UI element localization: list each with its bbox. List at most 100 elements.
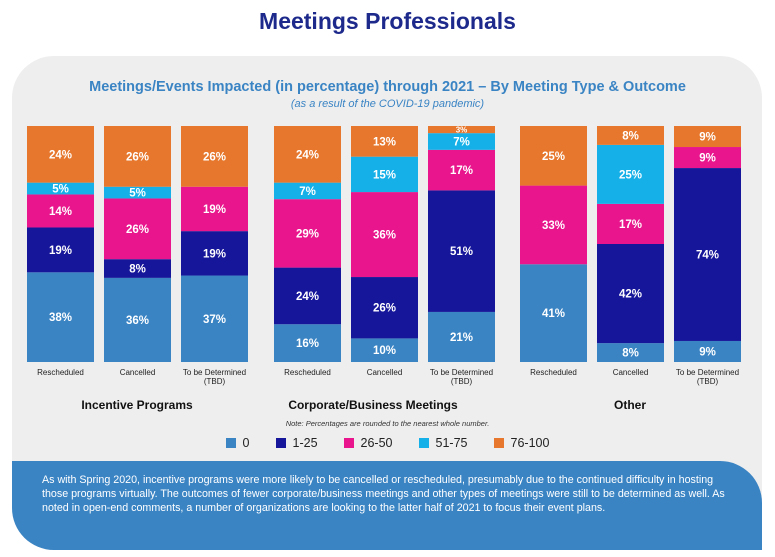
category-label-other-cancelled: Cancelled xyxy=(613,368,649,377)
data-label-corporate-business-meetings-rescheduled-26-50: 29% xyxy=(296,228,319,240)
bar-segment-corporate-business-meetings-cancelled-51-75 xyxy=(351,156,418,193)
bar-segment-incentive-programs-to-be-determined-tbd-26-50 xyxy=(181,186,248,232)
data-label-other-to-be-determined-tbd-1-25: 74% xyxy=(696,250,719,262)
bar-segment-corporate-business-meetings-rescheduled-51-75 xyxy=(274,182,341,200)
bar-segment-other-cancelled-76-100 xyxy=(597,126,664,145)
data-label-incentive-programs-to-be-determined-tbd-76-100: 26% xyxy=(203,151,226,163)
legend-swatch-0 xyxy=(225,438,236,448)
bar-segment-incentive-programs-cancelled-51-75 xyxy=(104,186,171,199)
legend-label-1-25: 1-25 xyxy=(292,436,318,450)
chart-title: Meetings/Events Impacted (in percentage)… xyxy=(89,79,686,95)
data-label-incentive-programs-cancelled-76-100: 26% xyxy=(126,151,149,163)
legend-item-26-50: 26-50 xyxy=(343,436,393,450)
bar-segment-incentive-programs-rescheduled-0 xyxy=(27,272,94,362)
data-label-incentive-programs-rescheduled-26-50: 14% xyxy=(49,206,72,218)
bar-segment-other-rescheduled-0 xyxy=(520,264,587,362)
data-label-incentive-programs-cancelled-26-50: 26% xyxy=(126,224,149,236)
legend-item-0: 0 xyxy=(225,436,250,450)
rounding-note: Note: Percentages are rounded to the nea… xyxy=(285,419,490,428)
bar-segment-corporate-business-meetings-to-be-determined-tbd-1-25 xyxy=(428,190,495,312)
summary-footer: As with Spring 2020, incentive programs … xyxy=(12,461,762,550)
data-label-incentive-programs-rescheduled-51-75: 5% xyxy=(52,184,69,196)
data-label-other-cancelled-26-50: 17% xyxy=(619,219,642,231)
bar-segment-corporate-business-meetings-to-be-determined-tbd-76-100 xyxy=(428,126,495,134)
bar-segment-other-rescheduled-26-50 xyxy=(520,185,587,265)
data-label-incentive-programs-rescheduled-1-25: 19% xyxy=(49,245,72,257)
bar-segment-incentive-programs-to-be-determined-tbd-0 xyxy=(181,275,248,362)
data-label-other-to-be-determined-tbd-26-50: 9% xyxy=(699,153,716,165)
legend-swatch-76-100 xyxy=(493,438,504,448)
category-label-incentive-programs-rescheduled: Rescheduled xyxy=(37,368,84,377)
legend-label-26-50: 26-50 xyxy=(360,436,393,450)
bar-segment-corporate-business-meetings-rescheduled-1-25 xyxy=(274,267,341,325)
data-label-other-to-be-determined-tbd-0: 9% xyxy=(699,346,716,358)
category-label-other-rescheduled: Rescheduled xyxy=(530,368,577,377)
bar-segment-corporate-business-meetings-rescheduled-76-100 xyxy=(274,126,341,183)
legend-swatch-26-50 xyxy=(343,438,354,448)
data-label-corporate-business-meetings-to-be-determined-tbd-0: 21% xyxy=(450,332,473,344)
data-label-other-rescheduled-26-50: 33% xyxy=(542,220,565,232)
bar-segment-incentive-programs-rescheduled-1-25 xyxy=(27,227,94,273)
data-label-corporate-business-meetings-to-be-determined-tbd-51-75: 7% xyxy=(453,136,470,148)
data-label-corporate-business-meetings-cancelled-51-75: 15% xyxy=(373,169,396,181)
legend-item-51-75: 51-75 xyxy=(418,436,468,450)
data-label-corporate-business-meetings-cancelled-76-100: 13% xyxy=(373,136,396,148)
data-label-corporate-business-meetings-rescheduled-1-25: 24% xyxy=(296,291,319,303)
bar-segment-other-to-be-determined-tbd-1-25 xyxy=(674,168,741,341)
bar-segment-incentive-programs-cancelled-0 xyxy=(104,277,171,362)
bar-segment-corporate-business-meetings-cancelled-26-50 xyxy=(351,192,418,278)
bar-segment-other-cancelled-0 xyxy=(597,343,664,362)
data-label-corporate-business-meetings-cancelled-26-50: 36% xyxy=(373,230,396,242)
data-label-incentive-programs-cancelled-0: 36% xyxy=(126,315,149,327)
category-label-other-to-be-determined-tbd: To be Determined (TBD) xyxy=(676,368,739,386)
bar-segment-other-cancelled-26-50 xyxy=(597,203,664,244)
data-label-incentive-programs-rescheduled-0: 38% xyxy=(49,312,72,324)
legend-label-0: 0 xyxy=(242,436,250,450)
bar-segment-other-cancelled-1-25 xyxy=(597,244,664,344)
chart-subtitle: (as a result of the COVID-19 pandemic) xyxy=(290,98,485,110)
bar-segment-incentive-programs-cancelled-1-25 xyxy=(104,259,171,278)
data-label-incentive-programs-to-be-determined-tbd-1-25: 19% xyxy=(203,248,226,260)
legend-label-76-100: 76-100 xyxy=(510,436,550,450)
bar-segment-corporate-business-meetings-cancelled-76-100 xyxy=(351,126,418,157)
legend-swatch-1-25 xyxy=(275,438,286,448)
legend-item-1-25: 1-25 xyxy=(275,436,318,450)
bar-segment-other-to-be-determined-tbd-0 xyxy=(674,340,741,362)
bar-segment-incentive-programs-rescheduled-26-50 xyxy=(27,194,94,228)
category-label-corporate-business-meetings-cancelled: Cancelled xyxy=(367,368,403,377)
bar-segment-corporate-business-meetings-cancelled-1-25 xyxy=(351,277,418,339)
bar-segment-incentive-programs-rescheduled-76-100 xyxy=(27,126,94,183)
data-label-incentive-programs-to-be-determined-tbd-0: 37% xyxy=(203,314,226,326)
data-label-other-cancelled-51-75: 25% xyxy=(619,169,642,181)
bar-segment-corporate-business-meetings-to-be-determined-tbd-26-50 xyxy=(428,149,495,191)
legend-label-51-75: 51-75 xyxy=(435,436,468,450)
bar-segment-incentive-programs-rescheduled-51-75 xyxy=(27,182,94,195)
bar-segment-corporate-business-meetings-rescheduled-0 xyxy=(274,324,341,362)
category-label-incentive-programs-to-be-determined-tbd: To be Determined (TBD) xyxy=(183,368,246,386)
data-label-corporate-business-meetings-rescheduled-76-100: 24% xyxy=(296,149,319,161)
legend: 0 1-25 26-50 51-75 76-100 xyxy=(0,436,775,450)
bar-segment-corporate-business-meetings-cancelled-0 xyxy=(351,338,418,362)
group-label-other: Other xyxy=(613,398,646,412)
data-label-corporate-business-meetings-cancelled-0: 10% xyxy=(373,345,396,357)
data-label-corporate-business-meetings-rescheduled-0: 16% xyxy=(296,338,319,350)
legend-item-76-100: 76-100 xyxy=(493,436,550,450)
bar-segment-incentive-programs-cancelled-26-50 xyxy=(104,198,171,260)
group-label-corporate: Corporate/Business Meetings xyxy=(288,398,458,412)
stacked-bar-chart: 38% 19% 14% 5% 24% Rescheduled 36% 8% 26% 5% 26% Ca… xyxy=(27,126,741,386)
category-label-corporate-business-meetings-to-be-determined-tbd: To be Determined (TBD) xyxy=(430,368,493,386)
data-label-other-rescheduled-76-100: 25% xyxy=(542,151,565,163)
bar-segment-corporate-business-meetings-to-be-determined-tbd-51-75 xyxy=(428,133,495,150)
data-label-incentive-programs-rescheduled-76-100: 24% xyxy=(49,149,72,161)
data-label-corporate-business-meetings-to-be-determined-tbd-26-50: 17% xyxy=(450,165,473,177)
bar-segment-corporate-business-meetings-rescheduled-26-50 xyxy=(274,199,341,268)
group-label-incentive: Incentive Programs xyxy=(81,398,193,412)
category-label-incentive-programs-cancelled: Cancelled xyxy=(120,368,156,377)
data-label-incentive-programs-to-be-determined-tbd-26-50: 19% xyxy=(203,204,226,216)
data-label-other-rescheduled-0: 41% xyxy=(542,308,565,320)
bar-segment-other-rescheduled-76-100 xyxy=(520,126,587,186)
bar-segment-other-cancelled-51-75 xyxy=(597,144,664,204)
bar-segment-other-to-be-determined-tbd-76-100 xyxy=(674,126,741,148)
data-label-other-to-be-determined-tbd-76-100: 9% xyxy=(699,132,716,144)
data-label-other-cancelled-1-25: 42% xyxy=(619,289,642,301)
